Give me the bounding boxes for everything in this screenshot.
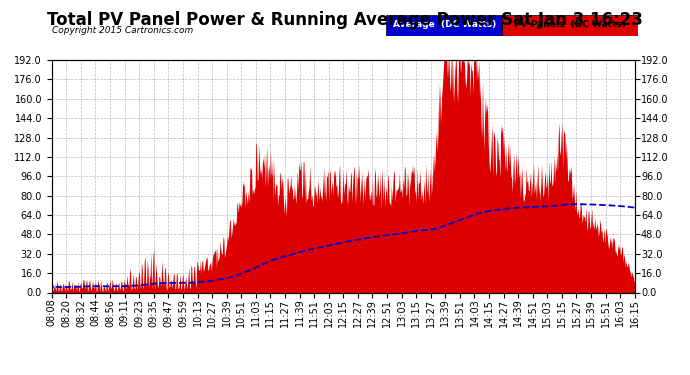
- Text: Copyright 2015 Cartronics.com: Copyright 2015 Cartronics.com: [52, 26, 193, 35]
- Text: PV Panels  (DC Watts): PV Panels (DC Watts): [514, 20, 627, 29]
- Text: Total PV Panel Power & Running Average Power Sat Jan 3 16:23: Total PV Panel Power & Running Average P…: [47, 11, 643, 29]
- Text: Average  (DC Watts): Average (DC Watts): [393, 20, 496, 29]
- Bar: [502, 15, 638, 36]
- Bar: [386, 15, 502, 36]
